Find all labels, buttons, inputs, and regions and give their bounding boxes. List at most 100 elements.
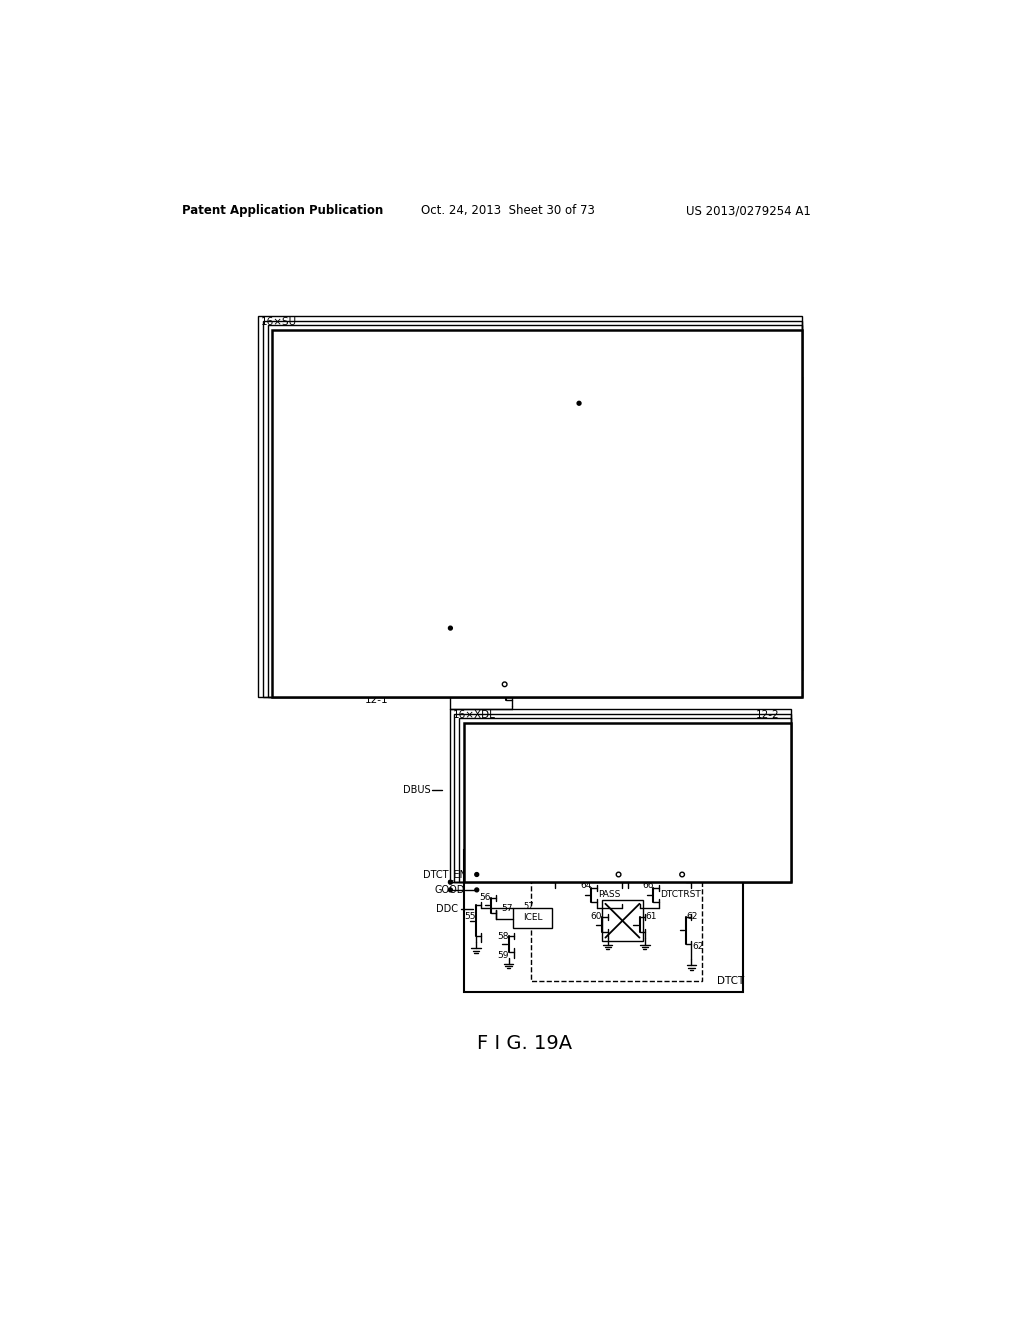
Text: 12-1: 12-1 (365, 694, 388, 705)
Text: INV_X=/A: INV_X=/A (478, 817, 521, 826)
Text: 54: 54 (708, 808, 719, 817)
Text: VLSA: VLSA (430, 590, 456, 601)
Text: VDD: VDD (528, 733, 551, 743)
Text: 40: 40 (542, 374, 553, 383)
Text: SW1: SW1 (684, 783, 703, 791)
Text: Patent Application Publication: Patent Application Publication (182, 205, 384, 218)
Text: N2: N2 (511, 585, 524, 594)
Text: 41: 41 (549, 387, 560, 396)
Text: SU: SU (771, 660, 785, 671)
Text: DDC: DDC (436, 904, 459, 915)
Text: SCOM: SCOM (360, 574, 387, 582)
Text: 34: 34 (686, 487, 697, 495)
Bar (682, 779, 706, 795)
Text: 52: 52 (575, 775, 588, 784)
Text: DTCTRST: DTCTRST (660, 890, 701, 899)
Text: DPCn: DPCn (512, 685, 539, 694)
Text: 63: 63 (538, 861, 550, 870)
Bar (258, 317, 802, 697)
Bar (400, 411, 422, 424)
Text: VDD: VDD (564, 338, 586, 348)
Text: 32: 32 (531, 487, 543, 495)
Text: DTCT_ENB: DTCT_ENB (423, 869, 473, 880)
Bar (406, 425, 490, 560)
Text: 58: 58 (497, 932, 509, 941)
Text: 28: 28 (480, 424, 492, 433)
Text: XLI: XLI (547, 748, 560, 758)
Text: 36: 36 (550, 442, 561, 451)
Bar (450, 709, 791, 882)
Text: 53: 53 (708, 783, 719, 791)
Text: SW2: SW2 (684, 808, 703, 817)
Text: XXL: XXL (388, 550, 406, 560)
Text: 60: 60 (591, 912, 602, 921)
Bar (416, 441, 450, 478)
Text: US 2013/0279254 A1: US 2013/0279254 A1 (685, 205, 810, 218)
Bar (473, 733, 713, 859)
Text: 38: 38 (649, 425, 660, 434)
Text: 26: 26 (429, 461, 439, 470)
Text: PASS: PASS (598, 890, 621, 899)
Text: 16×SU: 16×SU (261, 317, 297, 327)
Bar (540, 774, 582, 814)
Circle shape (449, 626, 453, 630)
Text: 31: 31 (519, 581, 531, 590)
Text: 51: 51 (575, 746, 588, 755)
Text: 48: 48 (595, 810, 606, 820)
Bar (459, 718, 791, 882)
Bar (464, 723, 791, 882)
Text: N1: N1 (407, 593, 421, 603)
Circle shape (449, 888, 453, 892)
Text: 32: 32 (543, 482, 554, 490)
Text: STI: STI (686, 474, 699, 482)
Circle shape (475, 873, 478, 876)
Text: 42: 42 (452, 630, 463, 639)
Text: N3: N3 (450, 690, 463, 700)
Bar (455, 441, 488, 478)
Text: VDD: VDD (616, 409, 638, 418)
Text: GOOD: GOOD (434, 884, 465, 895)
Text: 62: 62 (686, 912, 697, 921)
Text: 49: 49 (469, 774, 480, 781)
Text: 21: 21 (300, 579, 310, 589)
Text: LAT_X=A: LAT_X=A (617, 770, 658, 779)
Text: XDL: XDL (678, 825, 698, 836)
Text: VDD: VDD (599, 850, 622, 861)
Text: VHSA: VHSA (356, 407, 384, 416)
Text: 66: 66 (642, 880, 653, 890)
Text: 64: 64 (580, 880, 592, 890)
Text: 16×XDL: 16×XDL (453, 710, 496, 721)
Text: CLK: CLK (389, 607, 408, 618)
Text: 39: 39 (552, 356, 563, 366)
Text: VDD: VDD (571, 409, 593, 418)
Text: 25: 25 (425, 595, 435, 605)
Text: N4: N4 (612, 372, 626, 383)
Text: 55: 55 (465, 912, 476, 921)
Text: 67: 67 (675, 861, 686, 870)
Text: INV_S=B: INV_S=B (667, 455, 703, 465)
Text: LSL: LSL (495, 458, 504, 474)
Text: Oct. 24, 2013  Sheet 30 of 73: Oct. 24, 2013 Sheet 30 of 73 (421, 205, 595, 218)
Circle shape (449, 880, 453, 884)
Text: 33: 33 (655, 510, 667, 519)
Text: ICEL: ICEL (523, 913, 543, 923)
Text: XLN: XLN (578, 814, 595, 822)
Bar (272, 330, 802, 697)
Text: DTCT: DTCT (736, 854, 764, 865)
Text: ~20: ~20 (284, 566, 303, 576)
Text: 65: 65 (611, 861, 623, 870)
Text: 24: 24 (373, 603, 383, 611)
Text: 46: 46 (485, 797, 497, 805)
Text: BLS: BLS (271, 543, 282, 560)
Bar (682, 804, 706, 821)
Text: 29: 29 (432, 601, 442, 610)
Text: 37: 37 (604, 425, 615, 434)
Bar (601, 900, 643, 941)
Text: DTCT: DTCT (717, 975, 744, 986)
Text: LBUS: LBUS (419, 623, 444, 634)
Text: STL: STL (526, 474, 543, 482)
Text: DSW: DSW (474, 630, 498, 639)
Text: LPC: LPC (559, 579, 575, 589)
Text: 43: 43 (488, 685, 500, 694)
Text: BL: BL (299, 678, 311, 689)
